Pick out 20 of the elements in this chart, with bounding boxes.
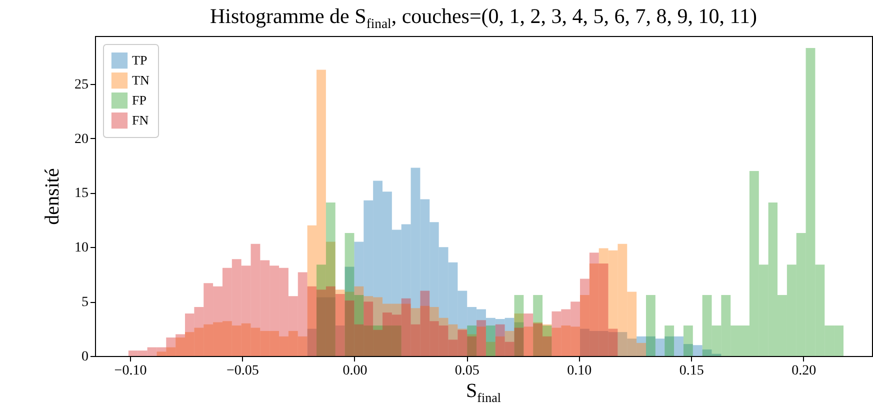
y-tick-label: 15 — [74, 186, 88, 202]
legend-label: FP — [132, 92, 146, 108]
x-tick-label: −0.10 — [114, 364, 147, 378]
chart-title: Histogramme de S$_{final}$, couches=(0, 1, 2, 3, 4, 5, 6, 7, 8, 9, 10, 11) — [209, 4, 758, 32]
y-tick-label: 5 — [82, 295, 88, 310]
x-tick-label: 0.10 — [567, 364, 592, 378]
y-tick-label: 10 — [74, 240, 88, 256]
x-tick-label: 0.15 — [679, 364, 704, 378]
y-axis-title: densité — [42, 168, 64, 225]
y-tick-label: 25 — [74, 77, 88, 92]
x-tick-label: 0.05 — [454, 364, 480, 378]
x-axis-title: S$_{final}$ — [465, 380, 502, 406]
x-tick-label: 0.00 — [342, 364, 368, 378]
y-tick-label: 0 — [82, 350, 88, 364]
legend-label: TN — [132, 72, 150, 88]
x-tick-label: 0.20 — [792, 364, 816, 378]
x-tick-label: −0.05 — [226, 364, 259, 378]
legend-label: FN — [132, 112, 150, 128]
y-tick-label: 20 — [74, 132, 88, 147]
legend-label: TP — [132, 52, 148, 68]
